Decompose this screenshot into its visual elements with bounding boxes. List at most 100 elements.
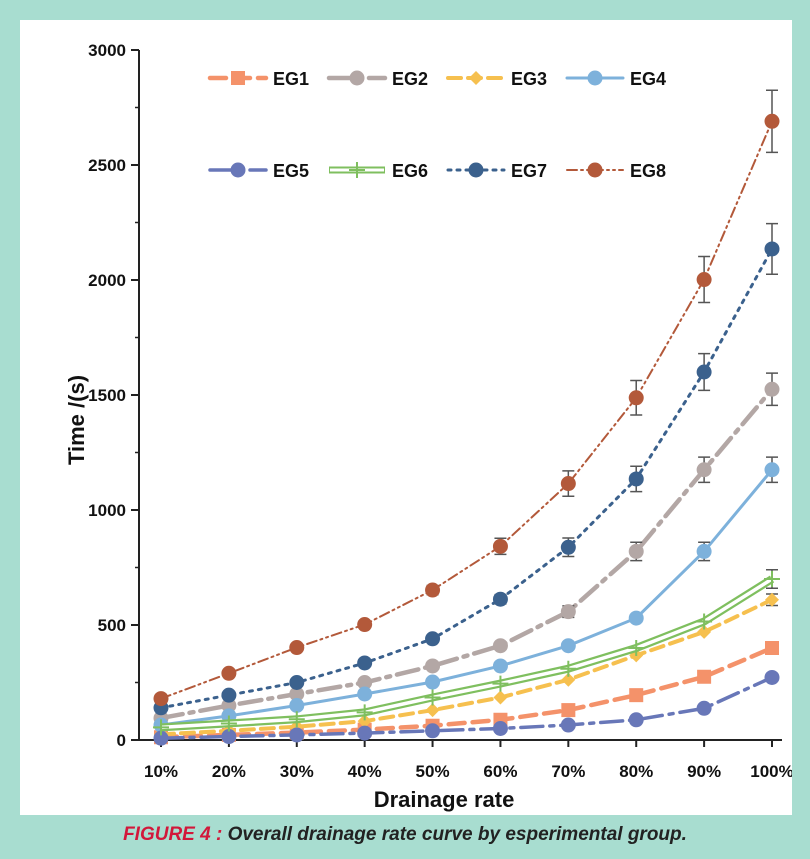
data-point bbox=[560, 660, 577, 677]
legend-item-eg4: EG4 bbox=[565, 69, 666, 89]
y-tick-label: 1000 bbox=[88, 501, 126, 520]
legend-swatch-marker bbox=[349, 162, 365, 178]
legend-label: EG2 bbox=[392, 69, 428, 89]
legend-label: EG3 bbox=[511, 69, 547, 89]
data-point bbox=[696, 462, 712, 478]
data-point bbox=[492, 538, 508, 554]
data-point bbox=[492, 591, 508, 607]
legend-swatch-marker bbox=[231, 71, 245, 85]
data-point bbox=[560, 717, 576, 733]
x-tick-label: 50% bbox=[416, 762, 450, 781]
data-point bbox=[221, 729, 237, 745]
x-tick-label: 30% bbox=[280, 762, 314, 781]
x-tick-label: 100% bbox=[750, 762, 792, 781]
legend-label: EG4 bbox=[630, 69, 666, 89]
legend-swatch-marker bbox=[587, 70, 603, 86]
axes: 0 500 1000 1500 2000 2500 3000 10% 20% 30% 40% 50% 6… bbox=[88, 41, 794, 781]
y-axis-title: Time /(s) bbox=[64, 375, 89, 465]
legend-label: EG7 bbox=[511, 161, 547, 181]
data-point bbox=[153, 730, 169, 746]
series-eg7-line bbox=[159, 247, 774, 710]
legend-item-eg2: EG2 bbox=[326, 69, 428, 89]
y-tick-label: 2500 bbox=[88, 156, 126, 175]
data-point bbox=[696, 364, 712, 380]
data-point bbox=[628, 543, 644, 559]
x-tick-label: 80% bbox=[619, 762, 653, 781]
y-tick-label: 2000 bbox=[88, 271, 126, 290]
series-eg6-line-inner bbox=[160, 577, 773, 730]
data-point bbox=[628, 390, 644, 406]
data-point bbox=[425, 658, 441, 674]
data-point bbox=[492, 658, 508, 674]
x-tick-label: 20% bbox=[212, 762, 246, 781]
data-point bbox=[221, 665, 237, 681]
x-tick-label: 40% bbox=[348, 762, 382, 781]
data-point bbox=[221, 687, 237, 703]
data-point bbox=[356, 704, 373, 721]
legend-item-eg3: EG3 bbox=[446, 69, 547, 89]
data-point bbox=[357, 686, 373, 702]
data-point bbox=[629, 688, 644, 703]
y-tick-label: 500 bbox=[98, 616, 126, 635]
legend-item-eg7: EG7 bbox=[446, 161, 547, 181]
data-point bbox=[764, 462, 780, 478]
data-point bbox=[628, 610, 644, 626]
data-point bbox=[289, 686, 305, 702]
data-point bbox=[560, 476, 576, 492]
y-tick-label: 1500 bbox=[88, 386, 126, 405]
series-lines bbox=[153, 89, 780, 746]
data-point bbox=[628, 712, 644, 728]
chart-panel: 0 500 1000 1500 2000 2500 3000 10% 20% 30% 40% 50% 6… bbox=[20, 20, 794, 815]
data-point bbox=[221, 698, 237, 713]
data-point bbox=[628, 471, 644, 487]
series-eg7 bbox=[153, 222, 780, 716]
data-point bbox=[696, 700, 712, 716]
series-eg8-line bbox=[160, 120, 773, 700]
data-point bbox=[697, 669, 712, 684]
x-axis-title: Drainage rate bbox=[374, 787, 515, 812]
series-eg1-line bbox=[158, 645, 775, 740]
data-point bbox=[492, 675, 509, 692]
legend-label: EG5 bbox=[273, 161, 309, 181]
data-point bbox=[765, 641, 779, 655]
legend-item-eg8: EG8 bbox=[566, 161, 666, 181]
x-tick-label: 70% bbox=[551, 762, 585, 781]
data-point bbox=[696, 613, 713, 630]
data-point bbox=[696, 543, 712, 559]
data-point bbox=[628, 640, 645, 656]
x-tick-label: 60% bbox=[483, 762, 517, 781]
data-point bbox=[289, 727, 305, 743]
data-point bbox=[696, 272, 712, 288]
legend-item-eg1: EG1 bbox=[207, 69, 309, 89]
legend-swatch-marker bbox=[587, 162, 603, 178]
data-point bbox=[289, 640, 305, 656]
legend-item-eg5: EG5 bbox=[208, 161, 309, 181]
series-eg8 bbox=[153, 89, 780, 707]
series-eg4 bbox=[153, 456, 780, 733]
legend-swatch-marker bbox=[230, 162, 246, 178]
series-eg3-line bbox=[159, 597, 774, 737]
figure-caption: FIGURE 4 : Overall drainage rate curve b… bbox=[0, 824, 810, 846]
data-point bbox=[764, 241, 780, 257]
series-eg4-line bbox=[159, 468, 774, 727]
legend-item-eg6: EG6 bbox=[329, 161, 428, 181]
series-eg5 bbox=[153, 669, 780, 746]
data-point bbox=[424, 689, 441, 706]
series-eg5-line bbox=[159, 675, 774, 740]
x-tick-label: 10% bbox=[144, 762, 178, 781]
data-point bbox=[561, 703, 576, 718]
data-point bbox=[425, 723, 441, 739]
data-point bbox=[425, 631, 441, 647]
data-point bbox=[764, 669, 780, 685]
series-eg2-line bbox=[158, 387, 775, 721]
drainage-rate-chart: 0 500 1000 1500 2000 2500 3000 10% 20% 30% 40% 50% 6… bbox=[64, 41, 794, 812]
data-point bbox=[560, 638, 576, 654]
data-point bbox=[764, 571, 780, 587]
data-point bbox=[561, 672, 576, 687]
data-point bbox=[697, 624, 712, 639]
data-point bbox=[493, 690, 508, 705]
data-point bbox=[153, 719, 169, 736]
data-point bbox=[357, 617, 373, 633]
data-point bbox=[289, 698, 305, 713]
data-point bbox=[425, 674, 441, 690]
